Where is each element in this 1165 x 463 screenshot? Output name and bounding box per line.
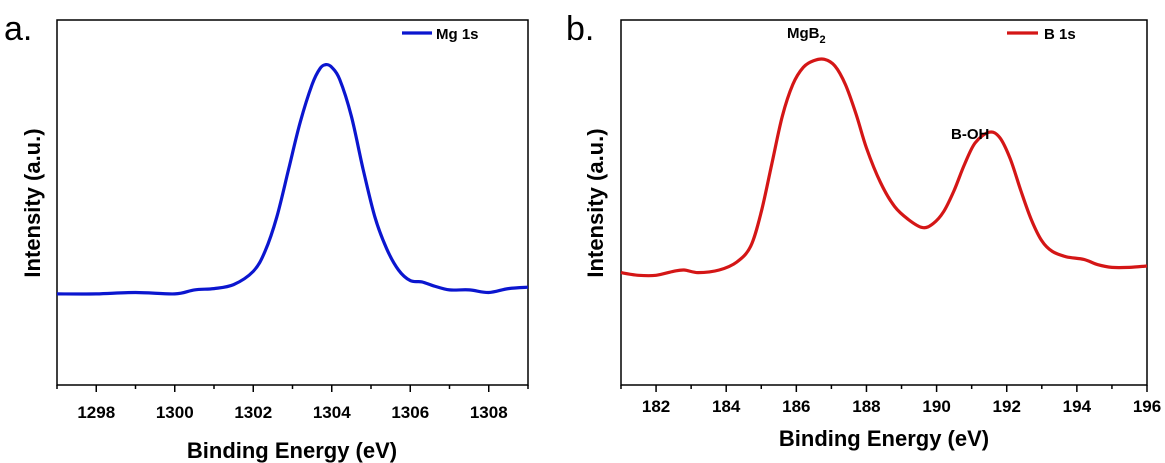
panel-b-x-tick-label: 188 bbox=[852, 397, 880, 416]
panel-b-x-tick-label: 182 bbox=[642, 397, 670, 416]
annotation-mgb2-subscript: 2 bbox=[820, 34, 826, 46]
panel-b-x-tick-label: 196 bbox=[1133, 397, 1161, 416]
panel-b-series-line-b-1s bbox=[620, 57, 1148, 278]
panel-a-x-axis-title: Binding Energy (eV) bbox=[187, 438, 397, 463]
panel-a-plot-frame bbox=[56, 19, 529, 386]
panel-b-x-tick-label: 184 bbox=[712, 397, 741, 416]
panel-a-legend-label: Mg 1s bbox=[436, 26, 479, 43]
panel-b-label: b. bbox=[566, 10, 594, 48]
panel-b-plot-frame bbox=[620, 19, 1148, 386]
panel-a-x-tick-label: 1308 bbox=[470, 403, 508, 422]
panel-a-label: a. bbox=[4, 10, 32, 48]
panel-b-x-axis-title: Binding Energy (eV) bbox=[779, 426, 989, 451]
panel-a-series-line-mg-1s bbox=[56, 62, 529, 296]
panel-b-x-axis: 182 184 186 188 190 192 194 196 bbox=[620, 385, 1161, 416]
panel-b-y-axis-title: Intensity (a.u.) bbox=[583, 128, 608, 277]
panel-b-legend-label: B 1s bbox=[1044, 26, 1076, 43]
annotation-mgb2: MgB2 bbox=[787, 25, 826, 46]
panel-b-x-tick-label: 192 bbox=[993, 397, 1021, 416]
panel-a-y-axis-title: Intensity (a.u.) bbox=[20, 128, 45, 277]
panel-a: a. 1298 1300 1302 1304 1306 1308 Mg 1s Bindin… bbox=[4, 10, 529, 463]
panel-a-x-axis: 1298 1300 1302 1304 1306 1308 bbox=[56, 385, 529, 422]
panel-a-x-tick-label: 1302 bbox=[234, 403, 272, 422]
panel-b: b. 182 184 186 188 190 192 194 196 B 1s MgB2 B-… bbox=[566, 10, 1161, 451]
panel-a-x-tick-label: 1300 bbox=[156, 403, 194, 422]
panel-b-x-tick-label: 194 bbox=[1063, 397, 1092, 416]
panel-a-x-tick-label: 1298 bbox=[77, 403, 115, 422]
panel-b-legend: B 1s bbox=[1007, 26, 1076, 43]
panel-b-x-tick-label: 190 bbox=[922, 397, 950, 416]
panel-a-x-tick-label: 1304 bbox=[313, 403, 351, 422]
panel-a-legend: Mg 1s bbox=[402, 26, 479, 43]
annotation-mgb2-text: MgB bbox=[787, 25, 820, 42]
panel-a-x-tick-label: 1306 bbox=[391, 403, 429, 422]
panel-b-x-tick-label: 186 bbox=[782, 397, 810, 416]
annotation-b-oh: B-OH bbox=[951, 126, 989, 143]
